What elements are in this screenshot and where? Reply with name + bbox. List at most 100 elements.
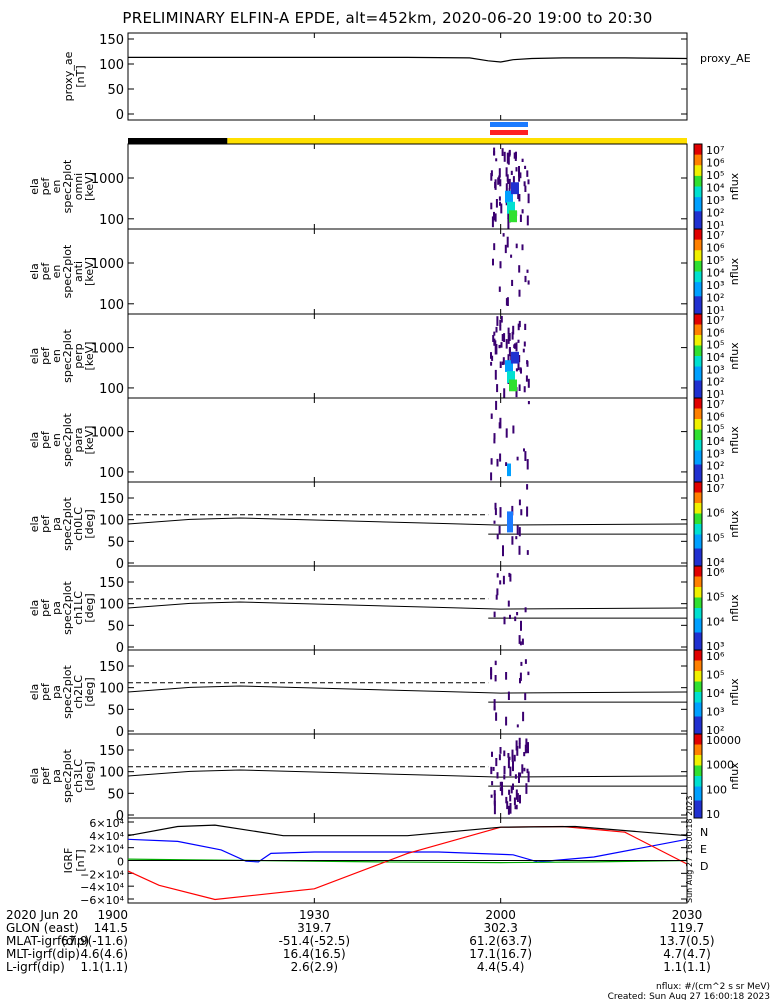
series-line-D bbox=[127, 825, 688, 901]
y-tick-label: 0 bbox=[116, 641, 124, 656]
colorbar-segment bbox=[694, 338, 702, 343]
spectrogram-cell bbox=[498, 196, 501, 201]
y-tick-label: 100 bbox=[99, 682, 124, 697]
panel-frame bbox=[127, 397, 688, 483]
colorbar-segment bbox=[694, 660, 702, 665]
colorbar-tick-label: 10⁷ bbox=[706, 144, 724, 157]
spectrogram-cell bbox=[522, 711, 525, 722]
spectrogram-cell bbox=[508, 178, 511, 189]
series-line-total bbox=[127, 824, 688, 837]
colorbar-segment bbox=[694, 285, 702, 290]
colorbar-segment bbox=[694, 342, 702, 346]
colorbar-segment bbox=[694, 702, 702, 707]
colorbar-segment bbox=[694, 422, 702, 427]
colorbar-segment bbox=[694, 405, 702, 409]
colorbar-segment bbox=[694, 282, 702, 287]
y-tick-label: 0 bbox=[116, 557, 124, 572]
y-tick-label: 150 bbox=[99, 492, 124, 507]
colorbar-segment bbox=[694, 450, 702, 455]
axis-label-line: [keV] bbox=[83, 342, 96, 371]
colorbar-segment bbox=[694, 604, 702, 609]
colorbar-segment bbox=[694, 253, 702, 258]
colorbar-segment bbox=[694, 147, 702, 152]
colorbar-segment bbox=[694, 576, 702, 581]
spectrogram-cell bbox=[507, 334, 510, 344]
spectrogram-cell bbox=[515, 167, 518, 172]
footer-row-value: 13.7(0.5) bbox=[659, 934, 714, 948]
spectrogram-cell bbox=[495, 199, 498, 208]
colorbar-tick-label: 10⁶ bbox=[706, 242, 725, 255]
spectrogram-cell bbox=[515, 804, 518, 810]
spectrogram-cell bbox=[521, 244, 524, 251]
loss-cone-line bbox=[127, 685, 688, 694]
y-tick-label: 100 bbox=[99, 58, 124, 73]
spectrogram-hotspot bbox=[509, 210, 517, 223]
spectrogram-hotspot bbox=[507, 511, 513, 533]
colorbar-tick-label: 10⁴ bbox=[706, 351, 725, 364]
colorbar-segment bbox=[694, 709, 702, 714]
spectrogram-cell bbox=[518, 743, 521, 749]
spectrogram-cell bbox=[495, 344, 498, 355]
axis-label-line: [deg] bbox=[83, 593, 96, 622]
spectrogram-cell bbox=[509, 795, 512, 802]
footer-row-value: 119.7 bbox=[670, 921, 704, 935]
spectrogram-cell bbox=[508, 756, 511, 761]
y-tick-label: 150 bbox=[99, 744, 124, 759]
colorbar-tick-label: 10⁷ bbox=[706, 398, 724, 411]
colorbar-segment bbox=[694, 804, 702, 808]
axis-label-line: [deg] bbox=[83, 509, 96, 538]
colorbar-segment bbox=[694, 190, 702, 195]
spectrogram-cell bbox=[496, 573, 499, 578]
colorbar-segment bbox=[694, 168, 702, 173]
colorbar-segment bbox=[694, 793, 702, 798]
colorbar-segment bbox=[694, 622, 702, 626]
spectrogram-cell bbox=[490, 413, 493, 419]
footer-row-value: 302.3 bbox=[483, 921, 517, 935]
colorbar-segment bbox=[694, 154, 702, 159]
spectrogram-cell bbox=[493, 800, 496, 806]
footer-row-value: 4.4(5.4) bbox=[477, 960, 525, 974]
colorbar-segment bbox=[694, 790, 702, 794]
spectrogram-cell bbox=[527, 671, 530, 676]
spectrogram-cell bbox=[516, 745, 519, 756]
footer-row-value: 2000 bbox=[485, 908, 516, 922]
spectrogram-cell bbox=[503, 765, 506, 775]
colorbar-segment bbox=[694, 236, 702, 241]
spectrogram-cell bbox=[503, 616, 506, 625]
spectrogram-cell bbox=[491, 216, 494, 228]
colorbar-segment bbox=[694, 531, 702, 535]
colorbar-segment bbox=[694, 303, 702, 308]
colorbar-tick-label: 10³ bbox=[706, 706, 724, 719]
spectrogram-cell bbox=[495, 712, 498, 721]
spectrogram-hotspot bbox=[507, 463, 511, 477]
colorbar-segment bbox=[694, 657, 702, 661]
spectrogram-cell bbox=[509, 614, 511, 619]
spectrogram-cell bbox=[524, 607, 527, 613]
spectrogram-cell bbox=[501, 788, 504, 796]
colorbar-tick-label: 10¹ bbox=[706, 304, 724, 317]
spectrogram-hotspot bbox=[511, 351, 519, 364]
spectrogram-cell bbox=[522, 348, 525, 353]
footer-row-value: 17.1(16.7) bbox=[469, 947, 532, 961]
spectrogram-cell bbox=[525, 738, 528, 749]
colorbar-segment bbox=[694, 478, 702, 483]
colorbar-segment bbox=[694, 221, 702, 226]
colorbar-segment bbox=[694, 779, 702, 784]
spectrogram-cell bbox=[505, 672, 508, 680]
footer-row-value: 2.6(2.9) bbox=[291, 960, 339, 974]
spectrogram-cell bbox=[517, 359, 520, 371]
series-line-proxy_AE bbox=[128, 56, 688, 63]
created-stamp: Created: Sun Aug 27 16:00:18 2023 bbox=[608, 992, 770, 1000]
spectrogram-cell bbox=[518, 289, 521, 297]
axis-label-line: [keV] bbox=[83, 172, 96, 201]
spectrogram-cell bbox=[510, 254, 513, 258]
spectrogram-cell bbox=[511, 279, 514, 286]
spectrogram-cell bbox=[513, 152, 516, 159]
panel-frame bbox=[127, 32, 688, 121]
y-tick-label: 150 bbox=[99, 576, 124, 591]
spectrogram-cell bbox=[495, 326, 498, 333]
spectrogram-cell bbox=[495, 758, 498, 767]
spectrogram-cell bbox=[495, 158, 498, 162]
spectrogram-cell bbox=[515, 243, 518, 249]
